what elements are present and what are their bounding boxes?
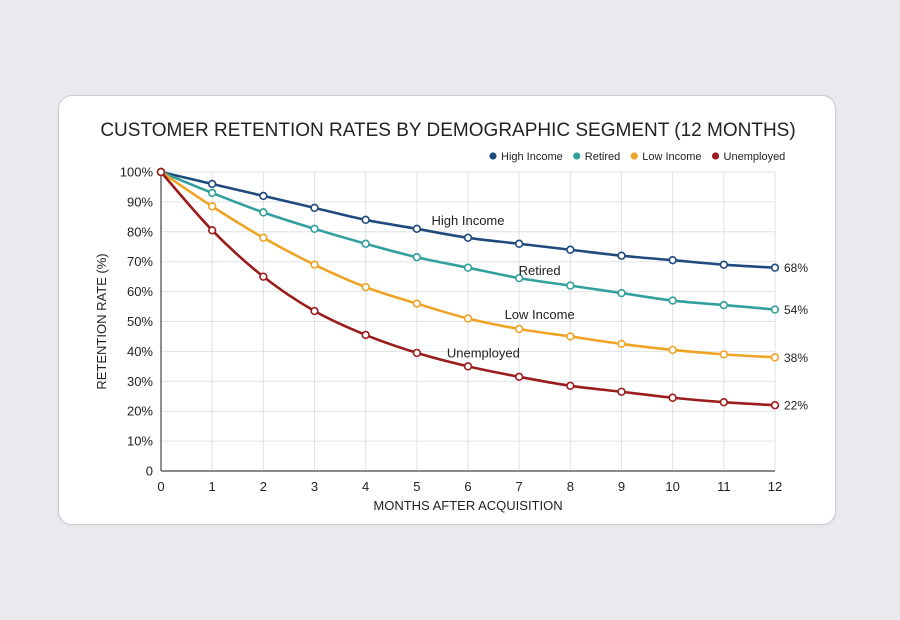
data-point (770, 401, 780, 410)
data-point (207, 188, 217, 198)
x-tick-label: 11 (717, 479, 731, 494)
data-point (514, 239, 524, 248)
data-point (259, 208, 268, 217)
x-axis-title: MONTHS AFTER ACQUISITION (373, 498, 562, 513)
data-point (617, 288, 626, 298)
data-point (412, 299, 422, 308)
y-tick-label: 40% (127, 344, 153, 359)
series-end-label: 54% (784, 303, 808, 317)
y-tick-label: 70% (127, 254, 153, 269)
data-point (566, 381, 575, 390)
data-point (412, 224, 422, 234)
data-point (463, 314, 473, 323)
data-point (770, 353, 780, 362)
series-inline-label: Unemployed (447, 345, 520, 360)
x-tick-label: 4 (362, 479, 369, 494)
data-point (566, 281, 575, 290)
data-point (668, 345, 677, 355)
data-point (310, 224, 319, 234)
data-point (259, 191, 268, 201)
data-point (207, 202, 217, 211)
data-point (259, 233, 268, 242)
series-labels: High Income 68% Retired 54% Low Income 38% Une… (432, 213, 809, 413)
data-point (719, 260, 729, 269)
chart-card: CUSTOMER RETENTION RATES BY DEMOGRAPHIC … (58, 95, 836, 525)
chart-title: CUSTOMER RETENTION RATES BY DEMOGRAPHIC … (100, 120, 795, 141)
data-point (719, 398, 729, 407)
data-point (310, 203, 319, 213)
data-point (668, 393, 677, 402)
data-point (668, 296, 677, 305)
line-chart: CUSTOMER RETENTION RATES BY DEMOGRAPHIC … (94, 120, 809, 513)
y-tick-label: 10% (127, 434, 153, 449)
data-point (259, 272, 268, 281)
data-point (412, 348, 422, 358)
x-tick-label: 7 (516, 479, 523, 494)
legend-label: Retired (585, 151, 620, 163)
data-point (514, 273, 524, 283)
data-point (361, 215, 370, 225)
series-inline-label: Retired (519, 263, 561, 278)
series-inline-label: Low Income (505, 307, 575, 322)
data-point (412, 253, 422, 262)
x-tick-label: 12 (768, 479, 782, 494)
data-point (310, 260, 319, 269)
legend-marker (573, 152, 581, 160)
legend-label: Low Income (642, 151, 701, 163)
x-tick-label: 10 (665, 479, 679, 494)
data-point (361, 330, 370, 340)
data-point (361, 239, 370, 248)
series-inline-label: High Income (432, 213, 505, 228)
x-tick-label: 5 (413, 479, 420, 494)
data-point (514, 324, 524, 334)
tick-labels: 010%20%30%40%50%60%70%80%90%100%0 1 2 3 4 5 6 7… (120, 165, 782, 495)
data-point (310, 306, 319, 316)
data-point (463, 362, 473, 371)
data-point (566, 332, 575, 341)
series (156, 167, 780, 410)
y-tick-label: 50% (127, 314, 153, 329)
data-point (361, 282, 370, 292)
data-point (617, 339, 626, 349)
x-tick-label: 2 (260, 479, 267, 494)
legend: High Income Retired Low Income Unemployed (489, 151, 785, 163)
series-end-label: 68% (784, 261, 808, 275)
data-point (463, 233, 473, 242)
x-tick-label: 0 (157, 479, 164, 494)
legend-label: High Income (501, 151, 563, 163)
data-point (156, 167, 166, 177)
x-tick-label: 8 (567, 479, 574, 494)
y-axis-title: RETENTION RATE (%) (94, 253, 109, 389)
data-point (719, 350, 729, 359)
legend-label: Unemployed (724, 151, 786, 163)
y-tick-label: 20% (127, 404, 153, 419)
legend-marker (711, 152, 720, 160)
axes (160, 172, 775, 472)
y-tick-label: 30% (127, 374, 153, 389)
data-point (514, 372, 524, 382)
data-point (207, 226, 217, 235)
series-end-label: 38% (784, 351, 808, 365)
x-tick-label: 3 (311, 479, 318, 494)
data-point (207, 179, 217, 189)
y-tick-label: 0 (146, 464, 153, 479)
legend-marker (489, 152, 497, 160)
legend-marker (630, 152, 638, 160)
data-point (668, 256, 677, 265)
series-end-label: 22% (784, 399, 808, 413)
data-point (617, 387, 626, 396)
x-tick-label: 6 (464, 479, 471, 494)
x-tick-label: 1 (209, 479, 216, 494)
y-tick-label: 100% (120, 165, 154, 180)
data-point (770, 263, 780, 272)
data-point (770, 305, 780, 314)
y-tick-label: 90% (127, 194, 153, 209)
data-point (463, 263, 473, 272)
data-point (719, 300, 729, 310)
x-tick-label: 9 (618, 479, 625, 494)
y-tick-label: 80% (127, 224, 153, 239)
data-point (566, 245, 575, 254)
y-tick-label: 60% (127, 284, 153, 299)
data-point (617, 251, 626, 260)
